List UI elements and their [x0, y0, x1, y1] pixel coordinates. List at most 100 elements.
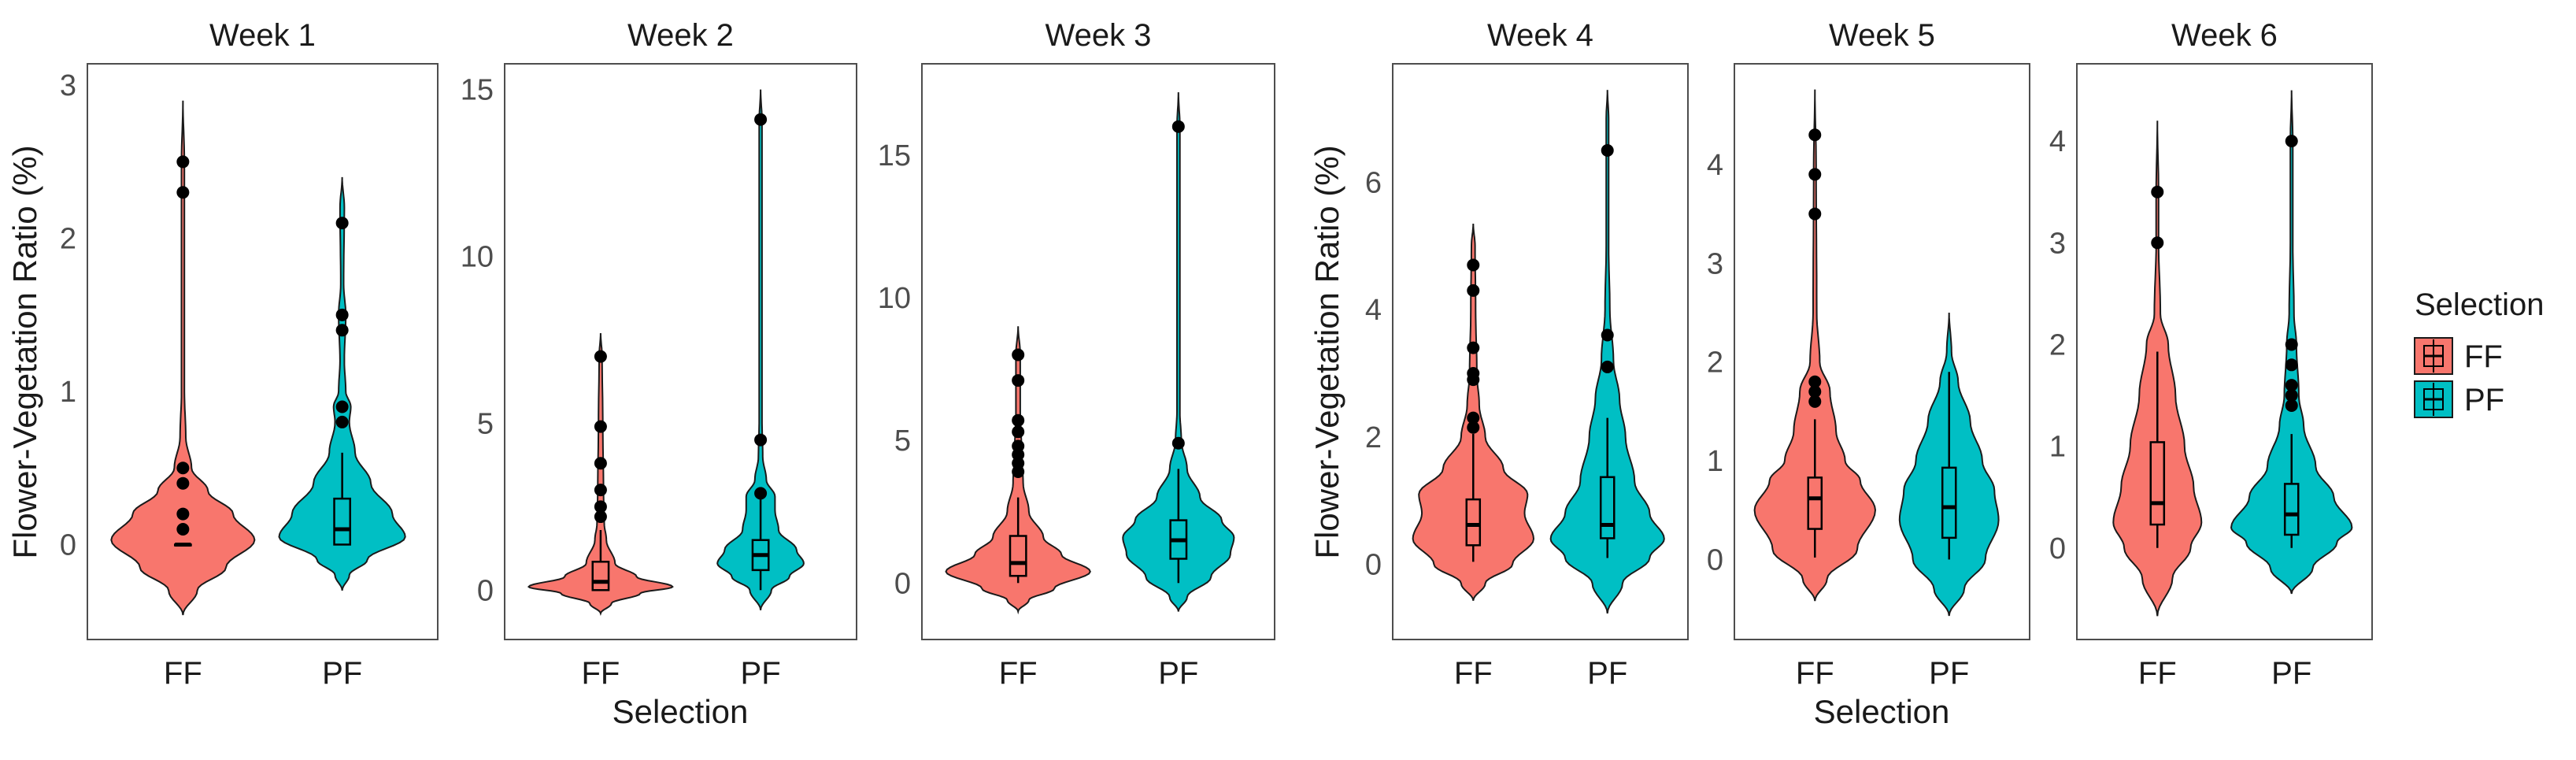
outlier-point	[176, 476, 190, 490]
y-axis-title: Flower-Vegetation Ratio (%)	[1308, 145, 1345, 558]
outlier-point	[2151, 236, 2164, 250]
y-tick-label: 3	[2049, 227, 2066, 260]
outlier-point	[1171, 120, 1185, 133]
outlier-point	[335, 324, 349, 337]
panel-title: Week 6	[2171, 18, 2278, 53]
outlier-point	[1012, 348, 1025, 361]
panel-title: Week 4	[1487, 18, 1593, 53]
violin-ff	[1753, 89, 1877, 602]
panel-title: Week 1	[209, 18, 316, 53]
y-tick-label: 0	[477, 574, 494, 607]
outlier-point	[1808, 128, 1822, 142]
outlier-point	[176, 186, 190, 199]
violin-pf	[278, 176, 406, 591]
y-tick-label: 5	[894, 424, 911, 458]
y-tick-label: 0	[60, 528, 76, 562]
y-tick-label: 1	[60, 376, 76, 409]
y-tick-label: 2	[1365, 421, 1382, 454]
outlier-point	[2285, 389, 2298, 402]
box-iqr	[1009, 535, 1027, 577]
x-tick-label: FF	[1454, 656, 1493, 691]
x-tick-label: PF	[1929, 656, 1969, 691]
outlier-point	[594, 350, 607, 363]
x-tick-label: FF	[2138, 656, 2177, 691]
box-iqr	[1807, 476, 1823, 530]
outlier-point	[335, 400, 349, 413]
outlier-point	[176, 507, 190, 521]
violin-ff	[527, 332, 674, 617]
x-tick-label: PF	[1158, 656, 1198, 691]
y-tick-label: 4	[2049, 125, 2066, 158]
y-tick-label: 4	[1365, 294, 1382, 327]
outlier-point	[2151, 185, 2164, 198]
outlier-point	[1601, 360, 1614, 373]
box-iqr	[1941, 466, 1957, 539]
outlier-point	[594, 420, 607, 433]
outlier-point	[1012, 413, 1025, 427]
outlier-point	[754, 113, 768, 126]
violin-ff	[110, 100, 256, 616]
x-axis-title: Selection	[1814, 693, 1950, 730]
legend-title: Selection	[2415, 287, 2545, 322]
y-tick-label: 0	[1365, 549, 1382, 582]
outlier-point	[335, 308, 349, 321]
outlier-point	[2285, 135, 2298, 148]
outlier-point	[594, 457, 607, 470]
outlier-point	[1012, 374, 1025, 387]
y-tick-label: 0	[894, 567, 911, 600]
outlier-point	[1467, 284, 1480, 297]
panel-frame	[504, 63, 857, 640]
box-iqr	[1599, 476, 1616, 539]
legend-label: PF	[2464, 383, 2504, 417]
box-iqr	[333, 497, 352, 546]
y-tick-label: 2	[1707, 347, 1723, 380]
outlier-point	[1467, 366, 1480, 380]
y-tick-label: 6	[1365, 166, 1382, 199]
outlier-point	[1467, 258, 1480, 272]
violin-pf	[1122, 92, 1235, 612]
outlier-point	[594, 500, 607, 513]
outlier-point	[1808, 375, 1822, 388]
y-tick-label: 5	[477, 407, 494, 440]
outlier-point	[2285, 358, 2298, 372]
y-tick-label: 4	[1707, 149, 1723, 182]
outlier-point	[1601, 143, 1614, 157]
y-tick-label: 1	[1707, 445, 1723, 478]
legend-label: FF	[2464, 339, 2503, 374]
outlier-point	[176, 462, 190, 475]
y-tick-label: 0	[1707, 543, 1723, 576]
panel-title: Week 5	[1829, 18, 1935, 53]
x-tick-label: PF	[322, 656, 362, 691]
outlier-point	[594, 484, 607, 497]
y-tick-label: 3	[60, 69, 76, 102]
x-tick-label: PF	[2271, 656, 2311, 691]
y-tick-label: 0	[2049, 532, 2066, 565]
x-tick-label: PF	[1587, 656, 1627, 691]
outlier-point	[2285, 399, 2298, 412]
y-tick-label: 10	[878, 282, 911, 315]
y-tick-label: 10	[461, 241, 494, 274]
outlier-point	[1808, 207, 1822, 221]
y-tick-label: 15	[878, 139, 911, 172]
y-tick-label: 3	[1707, 247, 1723, 280]
x-tick-label: FF	[1796, 656, 1834, 691]
outlier-point	[1171, 436, 1185, 450]
outlier-point	[1467, 411, 1480, 424]
y-tick-label: 1	[2049, 431, 2066, 464]
outlier-point	[176, 523, 190, 536]
outlier-point	[1012, 439, 1025, 453]
outlier-point	[2285, 338, 2298, 351]
violin-pf	[716, 89, 805, 610]
outlier-point	[335, 217, 349, 230]
outlier-point	[754, 433, 768, 447]
outlier-point	[335, 415, 349, 428]
panel-title: Week 2	[627, 18, 734, 53]
outlier-point	[1012, 425, 1025, 439]
outlier-point	[1808, 168, 1822, 181]
x-tick-label: PF	[741, 656, 781, 691]
box-iqr	[2283, 483, 2300, 536]
x-tick-label: FF	[999, 656, 1038, 691]
violin-pf	[1549, 90, 1665, 614]
outlier-point	[1601, 328, 1614, 342]
